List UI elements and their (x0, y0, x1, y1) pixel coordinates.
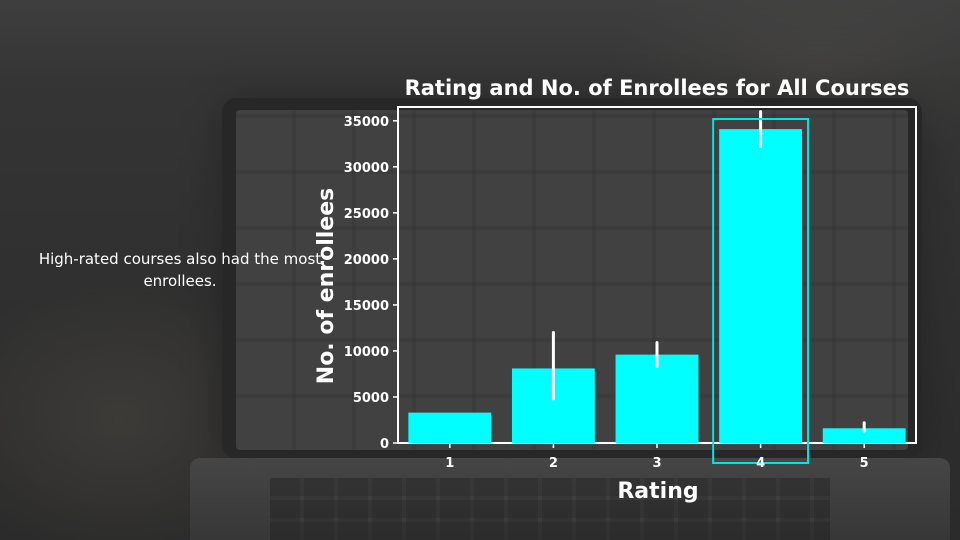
y-tick-label: 20000 (344, 253, 389, 268)
x-tick-label: 5 (860, 456, 869, 471)
highlight-box (712, 118, 810, 464)
x-tick-label: 1 (445, 456, 454, 471)
bar-rating-1 (408, 412, 492, 443)
y-tick-label: 0 (380, 437, 389, 452)
x-axis-label: Rating (617, 479, 698, 504)
y-tick-label: 25000 (344, 207, 389, 222)
slide-caption: High-rated courses also had the most enr… (38, 250, 322, 290)
bars (408, 110, 906, 464)
chart-title: Rating and No. of Enrollees for All Cour… (405, 76, 910, 100)
x-tick-label: 4 (756, 456, 765, 471)
y-axis-ticks: 0 5000 10000 15000 20000 25000 30000 35000 (344, 115, 398, 452)
y-tick-label: 35000 (344, 115, 389, 130)
y-tick-label: 15000 (344, 299, 389, 314)
bar-rating-5 (822, 428, 906, 443)
x-tick-label: 2 (549, 456, 558, 471)
bar-rating-3 (615, 354, 699, 443)
x-tick-label: 3 (652, 456, 661, 471)
y-axis-label: No. of enrollees (314, 188, 339, 384)
bar-rating-4 (719, 129, 803, 444)
x-axis-ticks: 1 2 3 4 5 (445, 443, 869, 471)
y-tick-label: 5000 (353, 391, 389, 406)
y-tick-label: 10000 (344, 345, 389, 360)
y-tick-label: 30000 (344, 161, 389, 176)
